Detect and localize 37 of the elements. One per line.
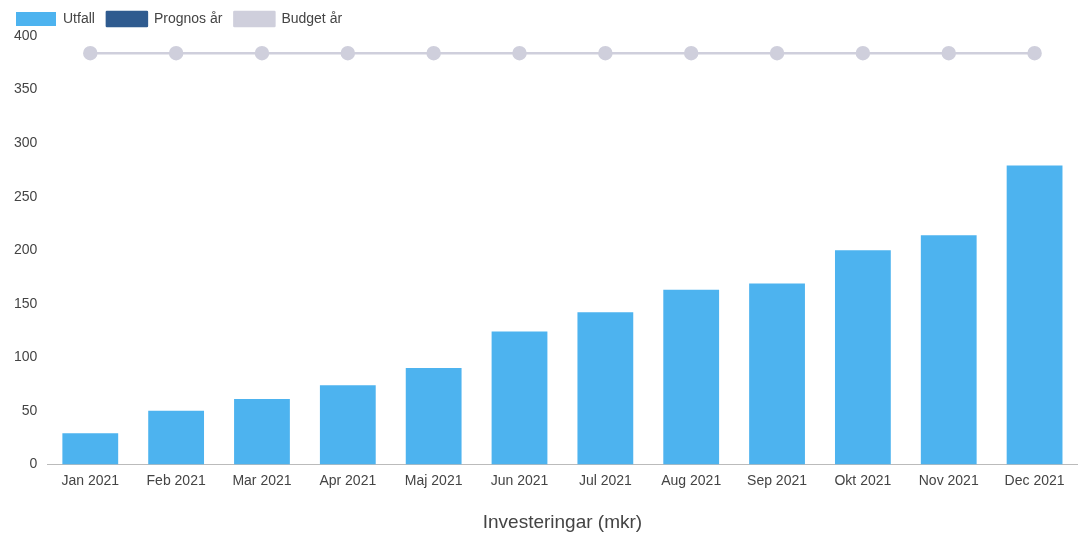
y-tick-label: 350: [14, 80, 38, 97]
x-tick-label: Sep 2021: [747, 471, 808, 488]
legend-label: Utfall: [63, 9, 95, 26]
bar: [577, 312, 634, 465]
legend-label: Budget år: [281, 9, 343, 26]
x-tick-label: Jan 2021: [61, 471, 120, 488]
bar: [491, 331, 548, 465]
x-axis-title: Investeringar (mkr): [482, 510, 643, 532]
bar: [148, 410, 205, 465]
bar: [62, 433, 119, 465]
y-tick-label: 150: [14, 294, 38, 311]
y-tick-label: 0: [29, 455, 38, 472]
legend-label: Prognos år: [153, 9, 223, 26]
y-tick-label: 400: [14, 26, 38, 43]
x-tick-label: Jul 2021: [578, 471, 633, 488]
x-tick-label: Nov 2021: [918, 471, 979, 488]
x-tick-label: Dec 2021: [1004, 471, 1065, 488]
x-tick-label: Okt 2021: [834, 471, 892, 488]
y-tick-label: 250: [14, 187, 38, 204]
y-tick-label: 200: [14, 241, 38, 258]
y-tick-label: 50: [21, 401, 38, 418]
bar: [749, 283, 805, 465]
bar: [234, 399, 290, 465]
bar: [920, 235, 977, 465]
x-tick-label: Mar 2021: [232, 471, 292, 488]
bar: [663, 289, 720, 465]
bar: [1006, 165, 1063, 465]
bar: [834, 250, 891, 465]
y-tick-label: 300: [14, 133, 38, 150]
x-tick-label: Aug 2021: [661, 471, 722, 488]
y-tick-label: 100: [14, 348, 38, 365]
x-tick-label: Maj 2021: [404, 471, 463, 488]
bar: [405, 368, 462, 465]
x-tick-label: Feb 2021: [146, 471, 206, 488]
x-tick-label: Jun 2021: [490, 471, 549, 488]
bar: [319, 385, 376, 465]
x-tick-label: Apr 2021: [319, 471, 377, 488]
